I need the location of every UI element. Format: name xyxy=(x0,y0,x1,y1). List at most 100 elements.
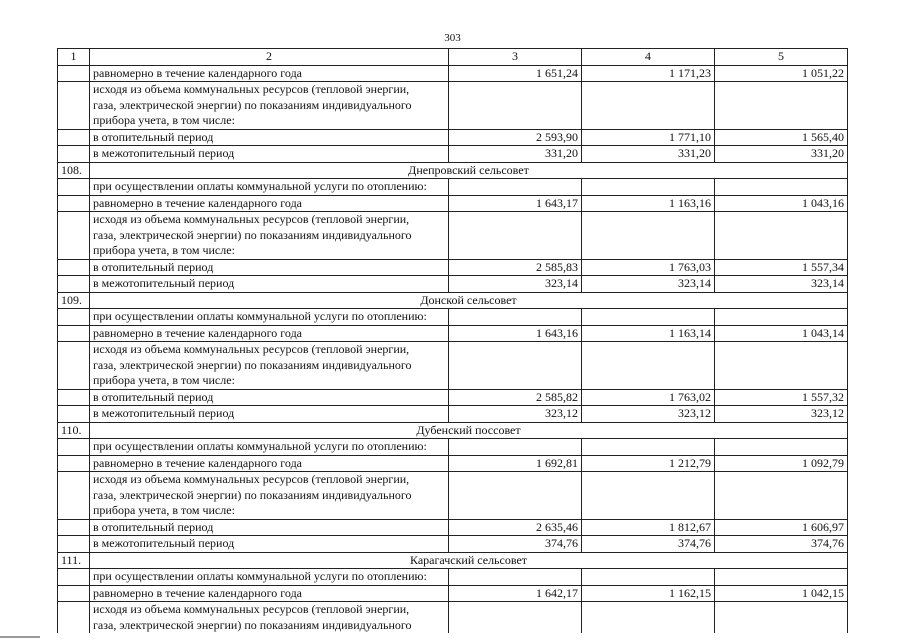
section-header-row: 108. Днепровский сельсовет xyxy=(57,161,848,179)
table-row: исходя из объема коммунальных ресурсов (… xyxy=(57,341,848,390)
value-col-3 xyxy=(448,81,582,130)
section-title: Карагачский сельсовет xyxy=(89,551,848,569)
description-line: исходя из объема коммунальных ресурсов (… xyxy=(93,82,410,96)
description-line: прибора учета, в том числе: xyxy=(93,243,235,257)
description-line: исходя из объема коммунальных ресурсов (… xyxy=(93,342,410,356)
row-number-cell xyxy=(57,308,90,326)
table-row: исходя из объема коммунальных ресурсов (… xyxy=(57,211,848,260)
row-description: при осуществлении оплаты коммунальной ус… xyxy=(89,568,449,586)
description-line: газа, электрической энергии) по показани… xyxy=(93,357,412,372)
value-col-3: 2 635,46 xyxy=(448,518,582,536)
value-col-3 xyxy=(448,178,582,196)
value-col-5 xyxy=(714,438,848,456)
description-line: в межотопительный период xyxy=(93,536,235,550)
section-header-row: 110. Дубенский поссовет xyxy=(57,421,848,439)
value-col-3: 1 642,17 xyxy=(448,584,582,602)
row-description: исходя из объема коммунальных ресурсов (… xyxy=(89,601,449,633)
table-row: при осуществлении оплаты коммунальной ус… xyxy=(57,178,848,196)
value-col-4 xyxy=(581,601,715,633)
description-line: в отопительный период xyxy=(93,389,214,404)
section-header-row: 109. Донской сельсовет xyxy=(57,291,848,309)
description-line: при осуществлении оплаты коммунальной ус… xyxy=(93,179,427,193)
table-row: в отопительный период 2 585,82 1 763,02 1 5… xyxy=(57,388,848,406)
row-number-cell xyxy=(57,275,90,293)
value-col-3: 374,76 xyxy=(448,535,582,553)
value-col-5: 1 092,79 xyxy=(714,454,848,472)
tariff-table: 1 2 3 4 5 равномерно в течение календарн… xyxy=(57,48,848,633)
value-col-5 xyxy=(714,211,848,260)
table-row: при осуществлении оплаты коммунальной ус… xyxy=(57,568,848,586)
row-description: равномерно в течение календарного года xyxy=(89,194,449,212)
description-line: газа, электрической энергии) по показани… xyxy=(93,617,412,632)
value-col-4: 1 162,15 xyxy=(581,584,715,602)
description-line: при осуществлении оплаты коммунальной ус… xyxy=(93,439,427,453)
row-number-cell xyxy=(57,454,90,472)
row-description: в отопительный период xyxy=(89,128,449,146)
description-line: исходя из объема коммунальных ресурсов (… xyxy=(93,472,410,486)
row-description: в межотопительный период xyxy=(89,405,449,423)
row-number-cell xyxy=(57,178,90,196)
value-col-5: 374,76 xyxy=(714,535,848,553)
value-col-3: 1 643,17 xyxy=(448,194,582,212)
description-line: в отопительный период xyxy=(93,519,214,534)
row-description: при осуществлении оплаты коммунальной ус… xyxy=(89,308,449,326)
row-description: в межотопительный период xyxy=(89,145,449,163)
value-col-3: 323,14 xyxy=(448,275,582,293)
section-number: 111. xyxy=(57,551,90,569)
table-row: в межотопительный период 323,14 323,14 323,… xyxy=(57,275,848,293)
row-description: равномерно в течение календарного года xyxy=(89,64,449,82)
table-row: в межотопительный период 323,12 323,12 323,… xyxy=(57,405,848,423)
description-line: исходя из объема коммунальных ресурсов (… xyxy=(93,602,410,616)
value-col-5: 1 557,32 xyxy=(714,388,848,406)
value-col-3: 1 643,16 xyxy=(448,324,582,342)
value-col-4 xyxy=(581,471,715,520)
value-col-3: 323,12 xyxy=(448,405,582,423)
description-line: в межотопительный период xyxy=(93,406,235,420)
value-col-4: 323,14 xyxy=(581,275,715,293)
description-line: в межотопительный период xyxy=(93,276,235,290)
table-row: исходя из объема коммунальных ресурсов (… xyxy=(57,81,848,130)
description-line: газа, электрической энергии) по показани… xyxy=(93,97,412,112)
value-col-5 xyxy=(714,308,848,326)
value-col-3 xyxy=(448,471,582,520)
description-line: в межотопительный период xyxy=(93,146,235,160)
value-col-3 xyxy=(448,601,582,633)
table-row: равномерно в течение календарного года 1 … xyxy=(57,64,848,82)
table-row: исходя из объема коммунальных ресурсов (… xyxy=(57,601,848,633)
value-col-5: 1 051,22 xyxy=(714,64,848,82)
value-col-5: 1 565,40 xyxy=(714,128,848,146)
row-number-cell xyxy=(57,128,90,146)
description-line: равномерно в течение календарного года xyxy=(93,195,302,210)
section-number: 109. xyxy=(57,291,90,309)
header-cell-1: 1 xyxy=(57,48,90,66)
section-title: Дубенский поссовет xyxy=(89,421,848,439)
value-col-3: 331,20 xyxy=(448,145,582,163)
table-row: равномерно в течение календарного года 1 … xyxy=(57,584,848,602)
row-number-cell xyxy=(57,258,90,276)
section-number: 108. xyxy=(57,161,90,179)
row-number-cell xyxy=(57,471,90,520)
row-number-cell xyxy=(57,194,90,212)
row-description: равномерно в течение календарного года xyxy=(89,584,449,602)
section-header-row: 111. Карагачский сельсовет xyxy=(57,551,848,569)
value-col-4: 1 763,02 xyxy=(581,388,715,406)
row-description: равномерно в течение календарного года xyxy=(89,324,449,342)
row-number-cell xyxy=(57,324,90,342)
row-number-cell xyxy=(57,568,90,586)
row-number-cell xyxy=(57,535,90,553)
table-row: при осуществлении оплаты коммунальной ус… xyxy=(57,308,848,326)
description-line: прибора учета, в том числе: xyxy=(93,113,235,127)
description-line: газа, электрической энергии) по показани… xyxy=(93,487,412,502)
table-row: в межотопительный период 374,76 374,76 374,… xyxy=(57,535,848,553)
value-col-4 xyxy=(581,568,715,586)
row-number-cell xyxy=(57,341,90,390)
header-cell-4: 4 xyxy=(581,48,715,66)
value-col-3 xyxy=(448,341,582,390)
value-col-3 xyxy=(448,308,582,326)
row-number-cell xyxy=(57,518,90,536)
section-title: Днепровский сельсовет xyxy=(89,161,848,179)
description-line: в отопительный период xyxy=(93,259,214,274)
value-col-5: 1 043,16 xyxy=(714,194,848,212)
description-line: равномерно в течение календарного года xyxy=(93,455,302,470)
description-line: в отопительный период xyxy=(93,129,214,144)
